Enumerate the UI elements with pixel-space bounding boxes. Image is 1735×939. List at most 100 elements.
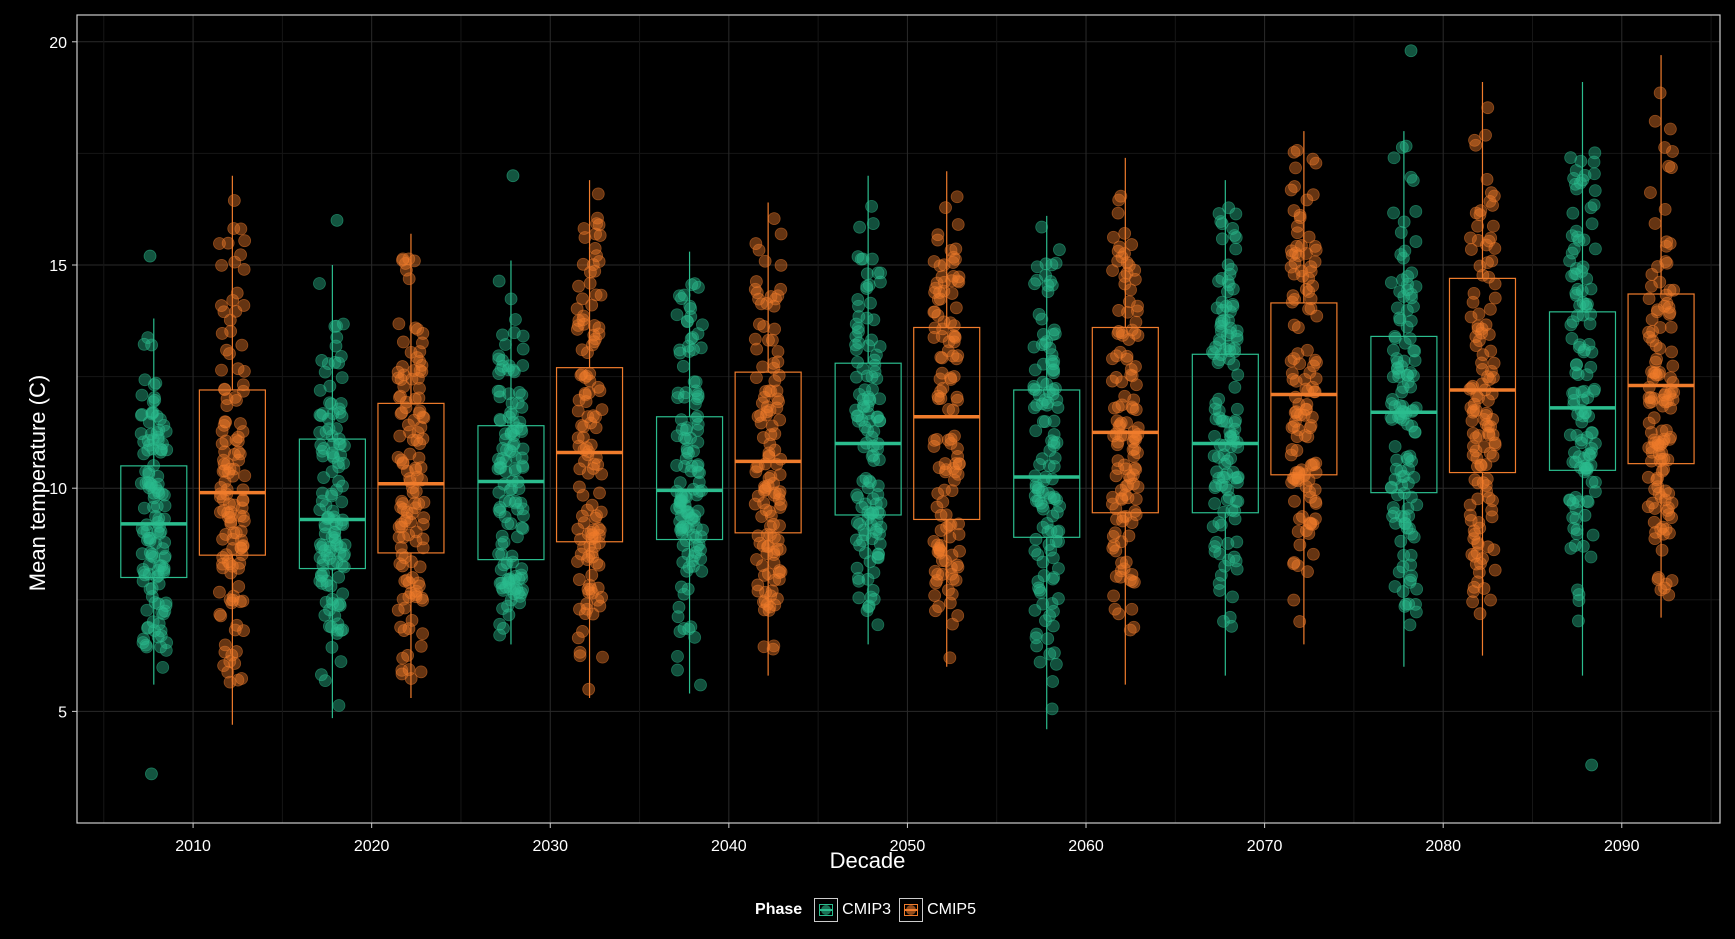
jitter-point-cmip3 — [1566, 206, 1580, 220]
jitter-point-cmip5 — [759, 385, 773, 398]
jitter-point-cmip3 — [862, 278, 876, 292]
jitter-point-cmip5 — [768, 573, 782, 587]
jitter-point-cmip5 — [230, 618, 244, 632]
jitter-point-cmip3 — [688, 630, 702, 644]
jitter-point-cmip5 — [750, 371, 763, 385]
jitter-point-cmip5 — [570, 322, 584, 336]
jitter-point-cmip3 — [1036, 520, 1050, 534]
jitter-point-cmip3 — [501, 517, 515, 531]
jitter-point-cmip5 — [398, 601, 412, 615]
jitter-point-cmip5 — [235, 338, 249, 352]
outlier-point-cmip3 — [1404, 44, 1418, 58]
jitter-point-cmip5 — [759, 503, 773, 517]
jitter-point-cmip3 — [1213, 333, 1226, 346]
jitter-point-cmip5 — [1655, 424, 1669, 438]
jitter-point-cmip5 — [952, 527, 966, 541]
jitter-point-cmip3 — [139, 464, 153, 478]
jitter-point-cmip3 — [509, 313, 522, 326]
jitter-point-cmip5 — [1303, 485, 1316, 499]
jitter-point-cmip3 — [1390, 352, 1404, 365]
jitter-point-cmip3 — [850, 561, 864, 575]
jitter-point-cmip3 — [1398, 516, 1412, 530]
jitter-point-cmip5 — [1472, 391, 1485, 405]
jitter-point-cmip5 — [771, 392, 785, 406]
jitter-point-cmip5 — [216, 557, 229, 571]
jitter-point-cmip5 — [927, 305, 941, 319]
jitter-point-cmip5 — [1287, 557, 1300, 571]
jitter-point-cmip3 — [497, 621, 510, 635]
jitter-point-cmip3 — [873, 392, 887, 406]
jitter-point-cmip3 — [672, 600, 686, 614]
jitter-point-cmip5 — [751, 529, 765, 543]
jitter-point-cmip3 — [335, 559, 349, 573]
outlier-point-cmip3 — [330, 213, 344, 227]
jitter-point-cmip3 — [314, 568, 328, 582]
jitter-point-cmip3 — [1230, 329, 1244, 343]
jitter-point-cmip3 — [1570, 428, 1584, 442]
jitter-point-cmip3 — [315, 668, 328, 682]
jitter-point-cmip5 — [573, 649, 587, 663]
legend-key-cmip3 — [814, 898, 839, 922]
jitter-point-cmip5 — [1292, 423, 1305, 437]
jitter-point-cmip3 — [684, 332, 698, 346]
jitter-point-cmip3 — [1566, 315, 1580, 329]
jitter-point-cmip5 — [1285, 244, 1298, 258]
jitter-point-cmip3 — [1226, 590, 1239, 604]
jitter-point-cmip3 — [1571, 368, 1585, 382]
jitter-point-cmip5 — [1300, 524, 1313, 537]
jitter-point-cmip5 — [1487, 189, 1501, 203]
jitter-point-cmip3 — [1569, 366, 1583, 380]
jitter-point-cmip3 — [679, 386, 693, 400]
jitter-point-cmip3 — [1045, 702, 1059, 716]
jitter-point-cmip3 — [1035, 220, 1049, 234]
jitter-point-cmip5 — [571, 404, 585, 418]
jitter-point-cmip5 — [237, 299, 251, 312]
jitter-point-cmip5 — [1658, 202, 1672, 216]
jitter-point-cmip3 — [1052, 524, 1066, 538]
jitter-point-cmip3 — [330, 422, 343, 436]
y-tick-label: 10 — [49, 481, 67, 498]
jitter-point-cmip3 — [498, 494, 512, 508]
jitter-point-cmip5 — [947, 250, 960, 264]
jitter-point-cmip5 — [756, 431, 770, 444]
jitter-point-cmip5 — [1125, 602, 1139, 616]
jitter-point-cmip3 — [687, 375, 701, 389]
jitter-point-cmip5 — [1651, 303, 1664, 317]
jitter-point-cmip3 — [1401, 277, 1414, 291]
jitter-point-cmip5 — [1488, 563, 1502, 577]
jitter-point-cmip3 — [1045, 597, 1059, 610]
jitter-point-cmip5 — [1302, 230, 1316, 244]
jitter-point-cmip5 — [772, 493, 786, 506]
jitter-point-cmip5 — [952, 517, 966, 531]
jitter-point-cmip5 — [773, 542, 787, 556]
jitter-point-cmip5 — [1309, 456, 1323, 470]
jitter-point-cmip3 — [326, 437, 340, 451]
jitter-point-cmip3 — [1570, 523, 1584, 537]
jitter-point-cmip3 — [1388, 580, 1402, 593]
jitter-point-cmip5 — [1109, 469, 1123, 483]
jitter-point-cmip3 — [1043, 444, 1057, 457]
jitter-point-cmip3 — [1387, 151, 1401, 165]
jitter-point-cmip5 — [945, 567, 958, 581]
jitter-point-cmip5 — [1120, 266, 1134, 280]
jitter-point-cmip5 — [593, 486, 606, 500]
jitter-point-cmip3 — [1409, 597, 1422, 611]
jitter-point-cmip3 — [1583, 317, 1597, 331]
jitter-point-cmip5 — [934, 508, 948, 522]
jitter-point-cmip5 — [945, 274, 959, 288]
jitter-point-cmip3 — [670, 308, 684, 322]
jitter-point-cmip3 — [1046, 387, 1060, 401]
jitter-point-cmip5 — [769, 292, 782, 306]
jitter-point-cmip5 — [585, 298, 599, 312]
jitter-point-cmip3 — [689, 521, 703, 534]
jitter-point-cmip5 — [948, 429, 961, 443]
jitter-point-cmip3 — [1036, 597, 1050, 611]
jitter-point-cmip5 — [944, 371, 957, 385]
jitter-point-cmip5 — [218, 415, 232, 429]
jitter-point-cmip3 — [1229, 231, 1243, 244]
jitter-point-cmip5 — [1105, 374, 1119, 388]
jitter-point-cmip5 — [1285, 366, 1299, 380]
jitter-point-cmip5 — [1468, 133, 1481, 147]
jitter-point-cmip5 — [1664, 320, 1678, 334]
jitter-point-cmip3 — [320, 548, 334, 562]
